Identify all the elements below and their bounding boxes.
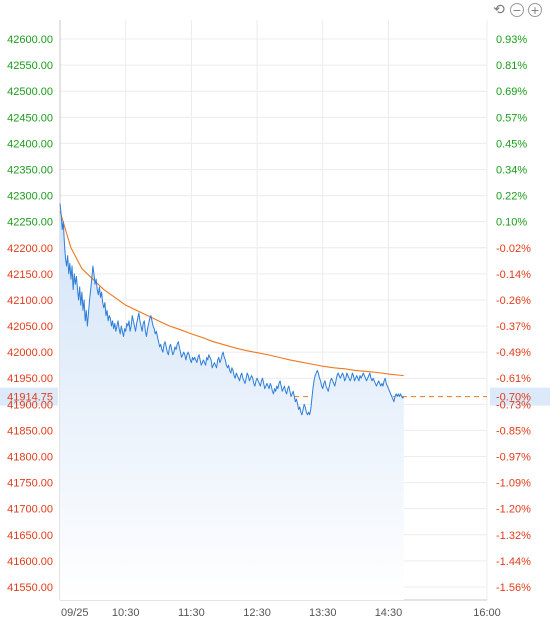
y-tick-label-right: -0.85% bbox=[496, 425, 531, 437]
zoom-out-icon[interactable]: − bbox=[510, 3, 524, 17]
y-tick-label-left: 41850.00 bbox=[7, 425, 53, 437]
average-price-line bbox=[59, 211, 404, 377]
y-tick-label-left: 41950.00 bbox=[7, 373, 53, 385]
current-price-tag-left bbox=[0, 387, 58, 406]
current-price-pct-label: -0.70% bbox=[496, 392, 531, 404]
y-tick-label-left: 42450.00 bbox=[7, 112, 53, 124]
y-tick-label-right: 0.45% bbox=[496, 138, 527, 150]
chart-toolbar: ⟲ − + bbox=[492, 3, 542, 17]
y-tick-label-left: 41800.00 bbox=[7, 452, 53, 464]
y-tick-label-right: -1.32% bbox=[496, 530, 531, 542]
y-tick-label-left: 42250.00 bbox=[7, 217, 53, 229]
axis-labels: 42600.00 0.93% 42550.00 0.81% 42500.00 0.69% 4… bbox=[7, 34, 531, 619]
x-tick-label: 13:30 bbox=[309, 607, 337, 619]
x-tick-label: 12:30 bbox=[243, 607, 271, 619]
x-tick-label: 16:00 bbox=[473, 607, 501, 619]
y-tick-label-left: 42050.00 bbox=[7, 321, 53, 333]
current-price-label: 41914.75 bbox=[7, 392, 53, 404]
price-line bbox=[59, 203, 405, 416]
y-tick-label-left: 42350.00 bbox=[7, 165, 53, 177]
x-tick-label: 09/25 bbox=[61, 607, 89, 619]
y-tick-label-right: -1.09% bbox=[496, 478, 531, 490]
price-area-fill bbox=[60, 203, 404, 601]
y-tick-label-left: 41650.00 bbox=[7, 530, 53, 542]
y-tick-label-left: 42200.00 bbox=[7, 243, 53, 255]
y-tick-label-right: -0.61% bbox=[496, 373, 531, 385]
reset-icon[interactable]: ⟲ bbox=[493, 1, 505, 18]
y-tick-label-right: -0.97% bbox=[496, 452, 531, 464]
y-tick-label-left: 41900.00 bbox=[7, 399, 53, 411]
current-price-tag-right bbox=[490, 387, 550, 406]
y-tick-label-right: 0.81% bbox=[496, 60, 527, 72]
y-tick-label-left: 41700.00 bbox=[7, 504, 53, 516]
current-price-band: 41914.75 -0.70% bbox=[0, 387, 550, 406]
y-tick-label-left: 41550.00 bbox=[7, 582, 53, 594]
y-tick-label-right: 0.57% bbox=[496, 112, 527, 124]
y-tick-label-right: -0.26% bbox=[496, 295, 531, 307]
y-tick-label-right: -0.37% bbox=[496, 321, 531, 333]
y-tick-label-right: -0.02% bbox=[496, 243, 531, 255]
y-tick-label-left: 42150.00 bbox=[7, 269, 53, 281]
zoom-in-icon[interactable]: + bbox=[528, 3, 542, 17]
y-tick-label-right: -1.20% bbox=[496, 504, 531, 516]
y-tick-label-right: 0.34% bbox=[496, 165, 527, 177]
y-tick-label-left: 42000.00 bbox=[7, 347, 53, 359]
y-tick-label-right: -0.73% bbox=[496, 399, 531, 411]
y-tick-label-right: 0.69% bbox=[496, 86, 527, 98]
y-tick-label-left: 42300.00 bbox=[7, 191, 53, 203]
y-tick-label-right: -1.44% bbox=[496, 556, 531, 568]
y-tick-label-right: 0.22% bbox=[496, 191, 527, 203]
price-area bbox=[60, 203, 404, 601]
y-tick-label-left: 41750.00 bbox=[7, 478, 53, 490]
y-tick-label-left: 42100.00 bbox=[7, 295, 53, 307]
x-tick-label: 10:30 bbox=[112, 607, 140, 619]
y-tick-label-right: 0.93% bbox=[496, 34, 527, 46]
y-tick-label-right: -1.56% bbox=[496, 582, 531, 594]
y-tick-label-left: 42600.00 bbox=[7, 34, 53, 46]
y-tick-label-left: 42550.00 bbox=[7, 60, 53, 72]
y-tick-label-right: 0.10% bbox=[496, 217, 527, 229]
series-lines bbox=[59, 203, 405, 416]
y-tick-label-left: 41600.00 bbox=[7, 556, 53, 568]
x-tick-label: 14:30 bbox=[375, 607, 403, 619]
x-tick-label: 11:30 bbox=[178, 607, 205, 619]
y-tick-label-left: 42400.00 bbox=[7, 138, 53, 150]
y-tick-label-right: -0.49% bbox=[496, 347, 531, 359]
y-tick-label-right: -0.14% bbox=[496, 269, 531, 281]
y-tick-label-left: 42500.00 bbox=[7, 86, 53, 98]
